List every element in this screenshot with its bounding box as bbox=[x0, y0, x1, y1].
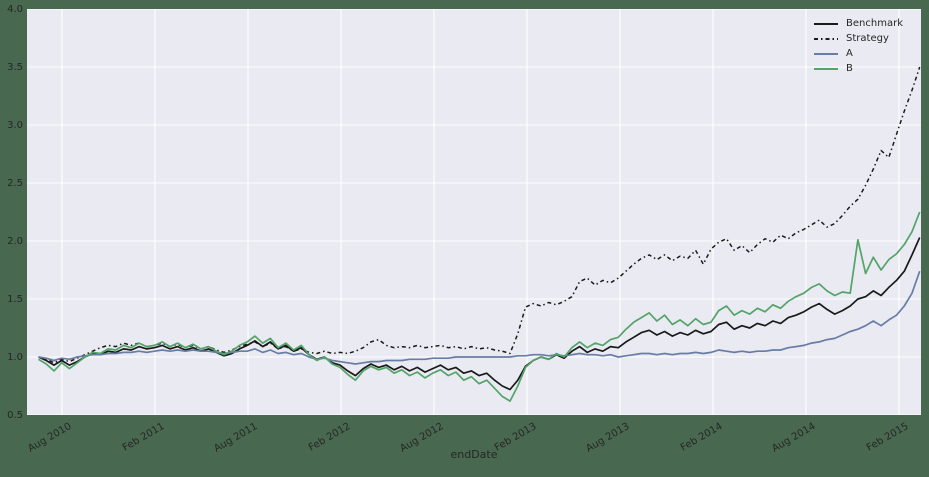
chart-canvas bbox=[27, 9, 921, 415]
legend-item-b: B bbox=[814, 63, 903, 75]
legend: Benchmark Strategy A B bbox=[814, 18, 903, 75]
plot-area: Benchmark Strategy A B bbox=[27, 9, 921, 415]
legend-line-sample bbox=[814, 53, 839, 55]
legend-line-sample bbox=[814, 23, 839, 25]
y-tick-label: 0.5 bbox=[7, 409, 23, 421]
legend-label: B bbox=[846, 63, 853, 74]
legend-label: A bbox=[846, 48, 853, 59]
legend-line-sample bbox=[814, 38, 839, 40]
y-tick-label: 3.5 bbox=[7, 61, 23, 73]
y-tick-label: 4.0 bbox=[7, 3, 23, 15]
series-line-b bbox=[38, 211, 921, 402]
legend-label: Strategy bbox=[846, 33, 889, 44]
y-tick-label: 1.5 bbox=[7, 293, 23, 305]
y-tick-label: 1.0 bbox=[7, 351, 23, 363]
series-line-a bbox=[38, 270, 921, 365]
y-tick-label: 3.0 bbox=[7, 119, 23, 131]
legend-item-benchmark: Benchmark bbox=[814, 18, 903, 30]
legend-item-strategy: Strategy bbox=[814, 33, 903, 45]
y-tick-label: 2.0 bbox=[7, 235, 23, 247]
y-tick-label: 2.5 bbox=[7, 177, 23, 189]
legend-label: Benchmark bbox=[846, 18, 903, 29]
legend-line-sample bbox=[814, 68, 839, 70]
legend-item-a: A bbox=[814, 48, 903, 60]
series-line-benchmark bbox=[38, 237, 921, 391]
x-axis-title: endDate bbox=[450, 448, 498, 461]
